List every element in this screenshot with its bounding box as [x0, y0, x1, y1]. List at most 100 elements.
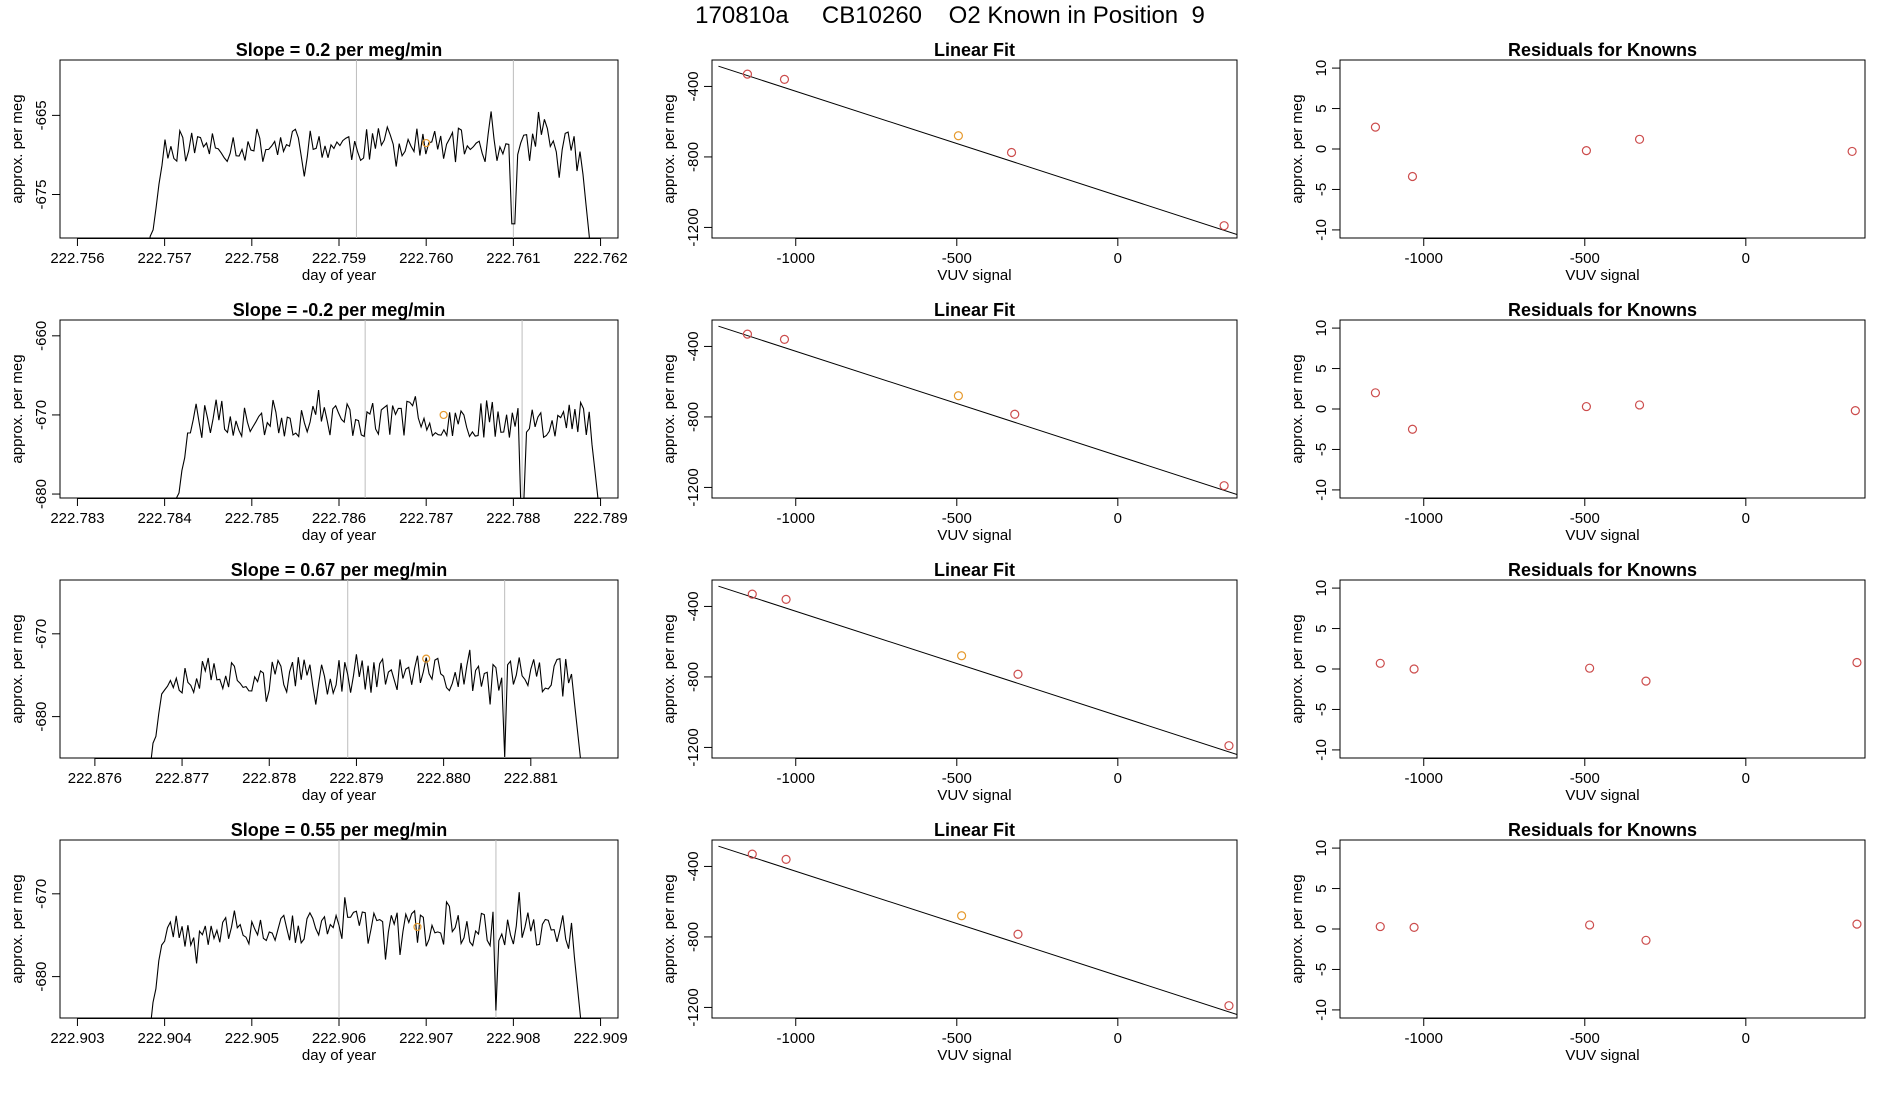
- x-axis-label: day of year: [302, 267, 376, 284]
- y-tick-label: -1200: [685, 988, 702, 1026]
- panel-title: Residuals for Knowns: [1508, 560, 1697, 580]
- residual-point: [1641, 935, 1651, 945]
- y-tick-label: -800: [685, 142, 702, 172]
- x-tick-label: -1000: [1405, 770, 1443, 787]
- x-tick-label: 222.758: [225, 250, 279, 267]
- panel-title: Slope = -0.2 per meg/min: [233, 300, 446, 320]
- x-tick-label: 222.784: [138, 510, 192, 527]
- residual-point: [1585, 920, 1595, 930]
- y-tick-label: 5: [1313, 104, 1330, 112]
- x-tick-label: 222.909: [573, 1030, 627, 1047]
- known-point: [742, 69, 753, 79]
- panel-title: Slope = 0.67 per meg/min: [231, 560, 448, 580]
- y-tick-label: 5: [1313, 624, 1330, 632]
- x-tick-label: -500: [1570, 770, 1600, 787]
- known-point: [781, 854, 791, 864]
- known-point: [1006, 147, 1017, 158]
- panel-fit-row-2: Linear Fit -1000 -500 0 VUV signal -400 -800 -1…: [661, 300, 1238, 544]
- y-tick-label: -670: [33, 400, 50, 430]
- x-tick-label: 222.880: [417, 770, 471, 787]
- x-tick-label: 222.783: [50, 510, 104, 527]
- residual-point: [1850, 406, 1860, 416]
- residual-point: [1409, 922, 1419, 932]
- known-point: [747, 849, 757, 859]
- x-tick-label: 222.905: [225, 1030, 279, 1047]
- sample-point: [957, 651, 967, 661]
- y-tick-label: -5: [1313, 963, 1330, 976]
- x-axis-label: VUV signal: [1565, 527, 1639, 544]
- y-tick-label: 10: [1313, 60, 1330, 77]
- x-axis-label: VUV signal: [937, 787, 1011, 804]
- x-axis-label: day of year: [302, 527, 376, 544]
- y-tick-label: -660: [33, 321, 50, 351]
- plot-frame: [1339, 59, 1866, 239]
- x-tick-label: 222.879: [329, 770, 383, 787]
- y-tick-label: 0: [1313, 665, 1330, 673]
- y-tick-label: -5: [1313, 703, 1330, 716]
- x-tick-label: -500: [942, 510, 972, 527]
- panel-resid-row-4: Residuals for Knowns -1000 -500 0 VUV signal…: [1289, 820, 1866, 1064]
- known-point: [1010, 409, 1020, 419]
- known-point: [779, 74, 790, 84]
- residual-point: [1641, 676, 1651, 686]
- y-axis-label: approx. per meg: [661, 614, 678, 723]
- panel-title: Slope = 0.55 per meg/min: [231, 820, 448, 840]
- x-tick-label: 0: [1114, 770, 1122, 787]
- x-tick-label: 0: [1114, 1030, 1122, 1047]
- x-tick-label: 0: [1742, 770, 1750, 787]
- y-axis-label: approx. per meg: [9, 874, 26, 983]
- residual-point: [1581, 146, 1591, 156]
- y-tick-label: -10: [1313, 219, 1330, 241]
- known-point: [747, 589, 757, 599]
- residual-point: [1370, 122, 1381, 132]
- panel-time-row-4: Slope = 0.55 per meg/min 222.903 222.904 22…: [9, 820, 628, 1064]
- panel-resid-row-2: Residuals for Knowns -1000 -500 0 VUV signal…: [1289, 300, 1866, 544]
- y-tick-label: -1200: [685, 208, 702, 246]
- known-point: [1013, 669, 1023, 679]
- x-tick-label: 222.908: [486, 1030, 540, 1047]
- signal-trace: [149, 111, 590, 238]
- y-tick-label: -10: [1313, 739, 1330, 761]
- sample-point: [439, 410, 448, 420]
- known-point: [779, 334, 790, 344]
- x-tick-label: 222.761: [486, 250, 540, 267]
- sample-point: [413, 922, 422, 932]
- panel-title: Residuals for Knowns: [1508, 300, 1697, 320]
- y-tick-label: 0: [1313, 145, 1330, 153]
- plot-frame: [1339, 579, 1866, 759]
- residual-point: [1634, 400, 1645, 410]
- panel-title: Linear Fit: [934, 820, 1015, 840]
- x-tick-label: 222.786: [312, 510, 366, 527]
- y-axis-label: approx. per meg: [9, 614, 26, 723]
- y-tick-label: 10: [1313, 840, 1330, 857]
- x-tick-label: 222.759: [312, 250, 366, 267]
- y-tick-label: -1200: [685, 468, 702, 506]
- y-tick-label: 10: [1313, 580, 1330, 597]
- residual-point: [1407, 424, 1418, 434]
- x-tick-label: 222.876: [68, 770, 122, 787]
- y-tick-label: 0: [1313, 925, 1330, 933]
- x-axis-label: VUV signal: [937, 267, 1011, 284]
- residual-point: [1847, 146, 1857, 157]
- y-tick-label: -10: [1313, 999, 1330, 1021]
- x-tick-label: 222.904: [138, 1030, 192, 1047]
- y-axis-label: approx. per meg: [1289, 874, 1306, 983]
- y-axis-label: approx. per meg: [661, 354, 678, 463]
- panel-resid-row-3: Residuals for Knowns -1000 -500 0 VUV signal…: [1289, 560, 1866, 804]
- residual-point: [1375, 658, 1385, 668]
- panel-fit-row-4: Linear Fit -1000 -500 0 VUV signal -400 -800 -1…: [661, 820, 1238, 1064]
- plot-frame: [59, 579, 619, 759]
- x-tick-label: 222.903: [50, 1030, 104, 1047]
- x-tick-label: 222.762: [573, 250, 627, 267]
- x-tick-label: 0: [1742, 250, 1750, 267]
- y-tick-label: -680: [33, 962, 50, 992]
- residual-point: [1370, 388, 1381, 398]
- plot-frame: [1339, 319, 1866, 499]
- x-tick-label: 0: [1742, 510, 1750, 527]
- signal-trace: [175, 390, 599, 498]
- known-point: [1219, 481, 1229, 491]
- y-tick-label: 5: [1313, 364, 1330, 372]
- known-point: [781, 594, 791, 604]
- y-tick-label: 0: [1313, 405, 1330, 413]
